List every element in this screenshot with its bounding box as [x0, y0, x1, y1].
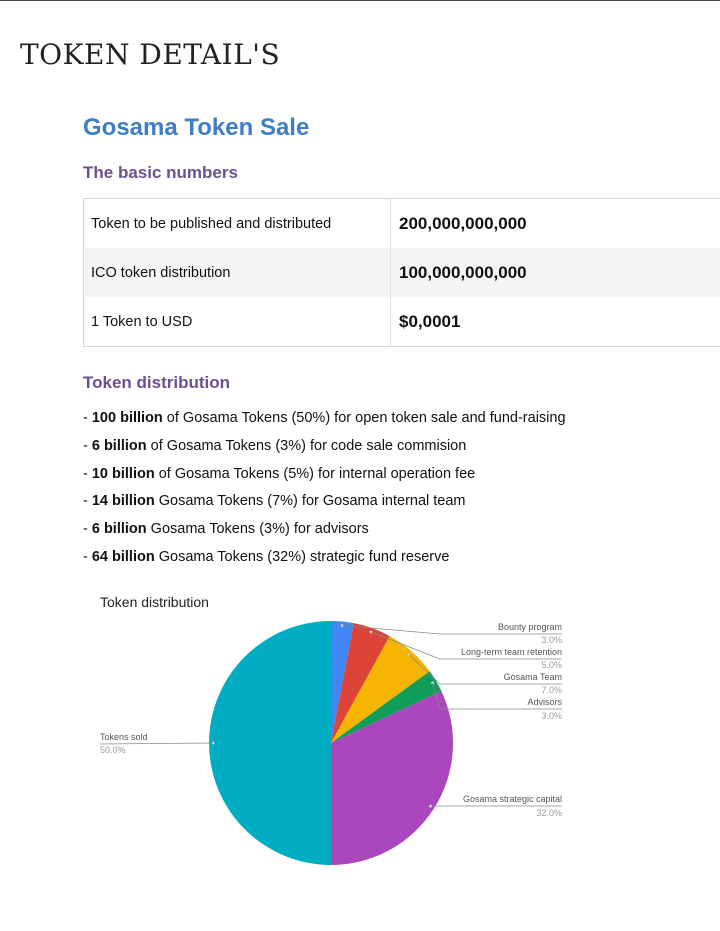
- pie-leader-line: [408, 654, 562, 685]
- item-amount: 64 billion: [91, 548, 155, 565]
- list-item: - 100 billion of Gosama Tokens (50%) for…: [83, 408, 566, 436]
- row-label: Token to be published and distributed: [83, 198, 391, 248]
- pie-labels: Bounty program 3.0% Long-term team retenti…: [100, 622, 562, 818]
- pie-slice-value-label: 32.0%: [536, 808, 562, 818]
- item-description: of Gosama Tokens (3%) for code sale comm…: [146, 437, 467, 454]
- item-prefix: -: [83, 548, 92, 565]
- table-row: Token to be published and distributed 20…: [83, 198, 720, 248]
- pie-slice-label: Advisors: [527, 697, 562, 707]
- pie-slice-label: Long-term team retention: [461, 647, 562, 657]
- pie-slice-value-label: 50.0%: [100, 745, 126, 755]
- pie-slice-value-label: 3.0%: [541, 635, 562, 645]
- list-item: - 6 billion Gosama Tokens (3%) for advis…: [83, 519, 566, 547]
- top-divider: [0, 0, 720, 1]
- list-item: - 6 billion of Gosama Tokens (3%) for co…: [83, 436, 566, 464]
- token-distribution-pie-chart: Token distribution Bounty program 3.0% Lon…: [99, 594, 562, 865]
- item-description: of Gosama Tokens (50%) for open token sa…: [162, 410, 566, 426]
- pie-slice-marker: [429, 804, 433, 808]
- item-amount: 10 billion: [91, 465, 155, 482]
- row-label: 1 Token to USD: [83, 297, 391, 347]
- list-item: - 14 billion Gosama Tokens (7%) for Gosa…: [83, 491, 566, 519]
- item-prefix: -: [83, 521, 92, 538]
- chart-title: Token distribution: [100, 594, 209, 610]
- table-row: 1 Token to USD $0,0001: [83, 297, 720, 347]
- pie-leader-line: [370, 631, 562, 660]
- item-prefix: -: [83, 410, 92, 426]
- pie-slice-label: Tokens sold: [100, 732, 148, 742]
- item-prefix: -: [83, 465, 92, 482]
- basic-numbers-table: Token to be published and distributed 20…: [83, 198, 720, 347]
- list-item: - 10 billion of Gosama Tokens (5%) for i…: [83, 464, 566, 492]
- table-row: ICO token distribution 100,000,000,000: [83, 248, 720, 297]
- item-description: of Gosama Tokens (5%) for internal opera…: [154, 465, 476, 482]
- pie-slice: [209, 621, 331, 865]
- page-title: TOKEN DETAIL'S: [20, 38, 281, 71]
- pie-slice-value-label: 5.0%: [541, 660, 562, 670]
- item-description: Gosama Tokens (7%) for Gosama internal t…: [154, 493, 466, 510]
- row-value: 200,000,000,000: [399, 213, 527, 233]
- pie-leader-line: [99, 742, 214, 745]
- item-prefix: -: [83, 437, 92, 454]
- pie-slice-value-label: 7.0%: [541, 685, 562, 695]
- token-distribution-heading: Token distribution: [83, 373, 231, 392]
- pie-slice-label: Bounty program: [498, 622, 562, 632]
- item-amount: 6 billion: [91, 521, 147, 538]
- pie-slice: [331, 691, 454, 865]
- pie-slice: [331, 671, 442, 743]
- item-amount: 100 billion: [91, 410, 163, 426]
- pie-slice-marker: [340, 624, 344, 627]
- item-amount: 14 billion: [91, 493, 155, 510]
- item-amount: 6 billion: [91, 437, 147, 454]
- pie-slice: [331, 623, 390, 743]
- pie-slice-label: Gosama strategic capital: [463, 794, 562, 804]
- document-title: Gosama Token Sale: [83, 114, 310, 141]
- pie-slice: [331, 621, 354, 743]
- row-value: $0,0001: [399, 311, 461, 331]
- pie-leader-line: [432, 682, 562, 710]
- pie-leader-line: [342, 625, 562, 635]
- pie-leader-lines: [99, 625, 562, 807]
- pie-slice-label: Gosama Team: [504, 672, 562, 682]
- item-description: Gosama Tokens (3%) for advisors: [146, 521, 369, 538]
- row-label: ICO token distribution: [83, 248, 391, 297]
- pie-slices: [209, 621, 454, 865]
- list-item: - 64 billion Gosama Tokens (32%) strateg…: [83, 547, 566, 575]
- pie-slice-value-label: 3.0%: [541, 711, 562, 721]
- basic-numbers-heading: The basic numbers: [83, 163, 238, 182]
- distribution-list: - 100 billion of Gosama Tokens (50%) for…: [83, 408, 566, 575]
- item-prefix: -: [83, 493, 92, 510]
- item-description: Gosama Tokens (32%) strategic fund reser…: [154, 548, 450, 565]
- pie-slice: [331, 636, 430, 743]
- row-value: 100,000,000,000: [390, 248, 720, 297]
